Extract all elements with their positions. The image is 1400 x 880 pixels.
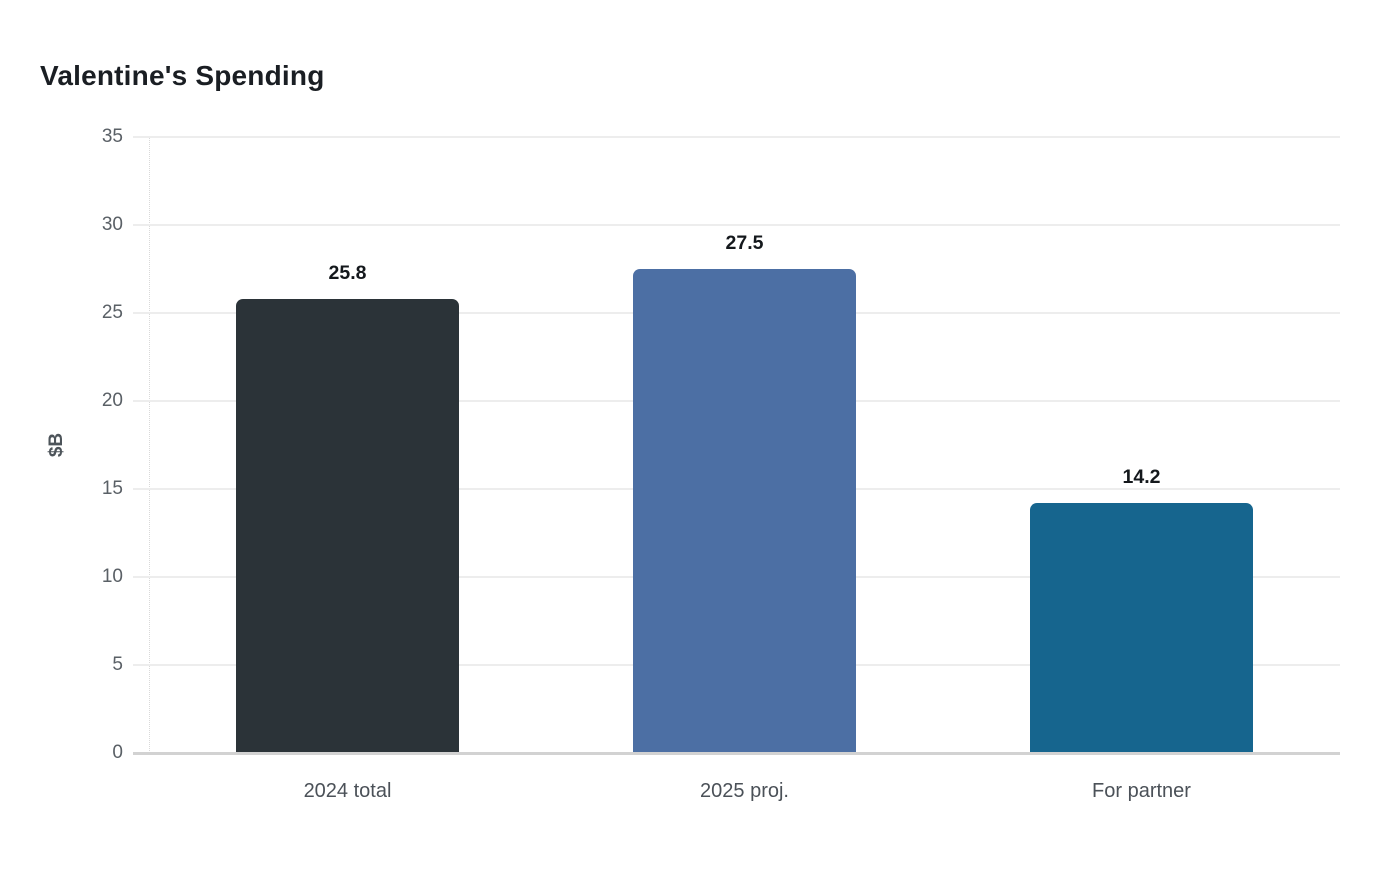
y-tick-label: 35	[101, 126, 123, 147]
plot-area: 0 5 10 15 20 25 30 35 25.8 2024 total 27.5 2025 pro…	[102, 126, 1340, 802]
gridline	[133, 224, 1340, 226]
y-tick-label: 30	[101, 214, 123, 235]
bar-value-label: 25.8	[328, 261, 367, 284]
bar	[633, 269, 856, 753]
y-tick-label: 10	[101, 566, 123, 587]
y-axis-line	[149, 137, 150, 753]
y-tick-label: 15	[101, 478, 123, 499]
x-axis-line	[133, 752, 1340, 755]
y-tick-label: 25	[101, 302, 123, 323]
x-tick-label: 2025 proj.	[700, 780, 789, 802]
bar-value-label: 27.5	[725, 232, 764, 254]
bar-value-label: 14.2	[1122, 466, 1161, 489]
y-tick-label: 20	[101, 390, 123, 411]
chart-title: Valentine's Spending	[40, 60, 325, 91]
bar	[236, 298, 459, 753]
y-axis-title: $B	[45, 432, 67, 458]
x-tick-label: 2024 total	[303, 780, 392, 802]
gridline	[133, 136, 1340, 138]
x-tick-label: For partner	[1092, 780, 1191, 802]
bar	[1030, 503, 1253, 753]
y-tick-label: 5	[112, 654, 123, 675]
y-tick-label: 0	[112, 742, 123, 763]
